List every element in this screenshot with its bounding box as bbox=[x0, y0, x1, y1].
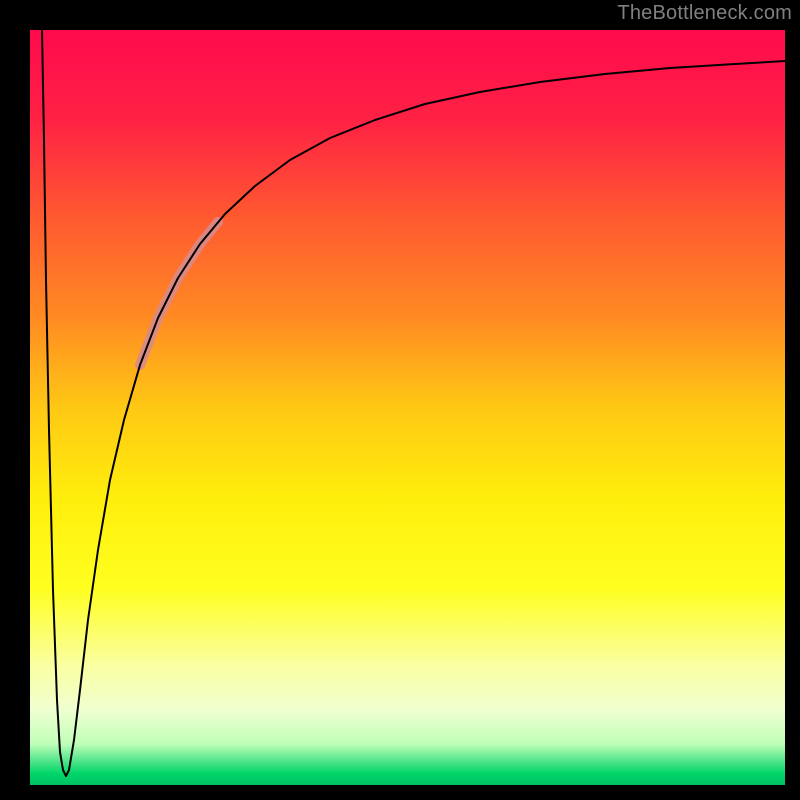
bottleneck-chart bbox=[0, 0, 800, 800]
watermark-text: TheBottleneck.com bbox=[617, 2, 792, 25]
plot-area bbox=[30, 30, 785, 785]
